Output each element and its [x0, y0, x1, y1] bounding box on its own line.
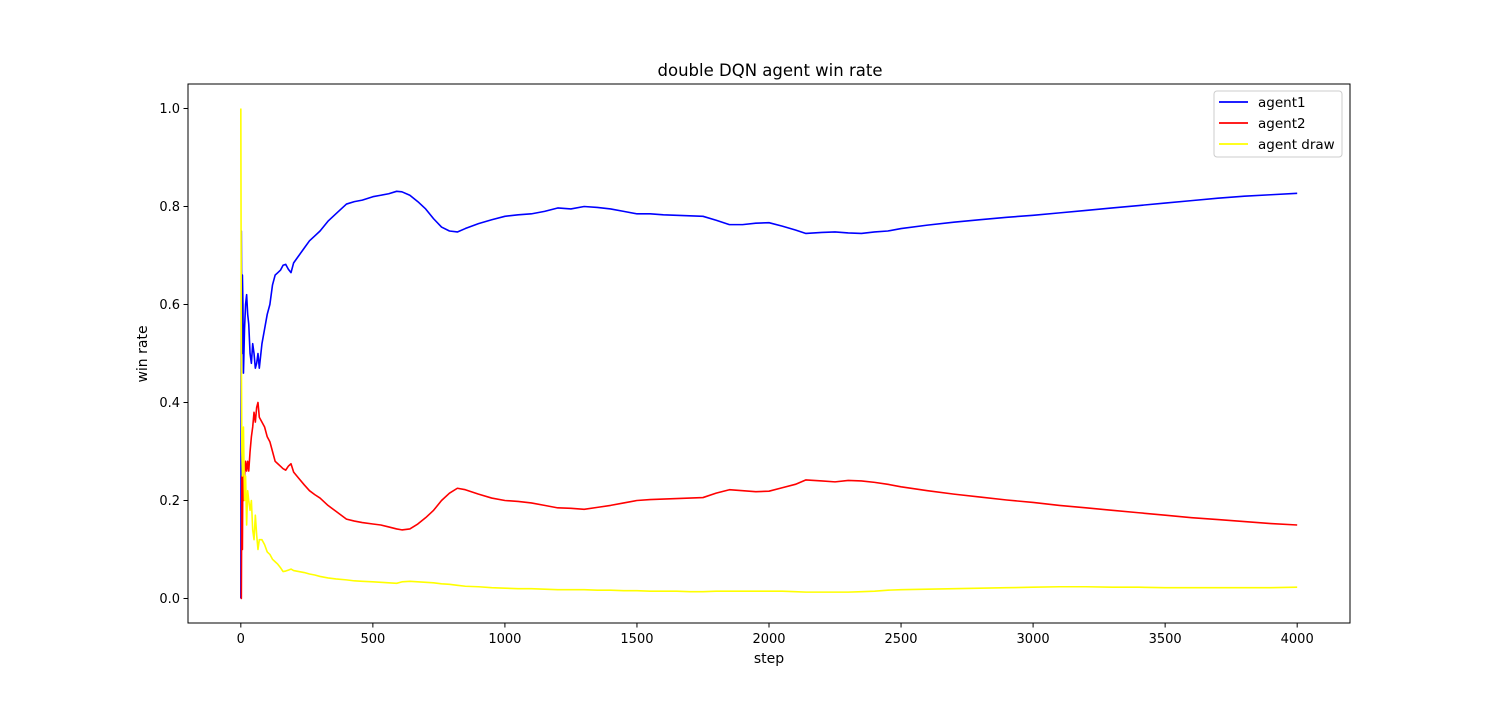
- x-tick-label: 1000: [488, 632, 521, 647]
- y-tick-label: 0.8: [159, 200, 180, 215]
- y-tick-label: 0.4: [159, 396, 180, 411]
- legend-label-agent1: agent1: [1258, 95, 1306, 111]
- x-tick-label: 2000: [752, 632, 785, 647]
- series-line-agent1: [240, 190, 1298, 599]
- plot-series-group: [240, 108, 1298, 600]
- x-tick-label: 3000: [1017, 632, 1050, 647]
- legend-label-agent2: agent2: [1258, 116, 1306, 132]
- y-axis: 0.0 0.2 0.4 0.6 0.8 1.0: [159, 102, 188, 607]
- legend-box: [1213, 90, 1343, 158]
- y-tick-label: 0.6: [159, 298, 180, 313]
- x-tick-label: 0: [237, 632, 245, 647]
- x-tick-label: 500: [360, 632, 385, 647]
- y-tick-label: 0.2: [159, 494, 180, 509]
- x-tick-label: 4000: [1281, 632, 1314, 647]
- x-tick-label: 3500: [1149, 632, 1182, 647]
- y-tick-label: 0.0: [159, 592, 180, 607]
- legend-label-agent-draw: agent draw: [1258, 137, 1335, 153]
- x-tick-label: 2500: [884, 632, 917, 647]
- x-axis: 0 500 1000 1500 2000 2500 3000 3500 4000: [237, 623, 1314, 647]
- y-axis-label: win rate: [135, 325, 151, 382]
- series-line-agent-draw: [240, 108, 1298, 593]
- chart-title: double DQN agent win rate: [658, 61, 883, 80]
- legend: agent1 agent2 agent draw: [1213, 90, 1343, 158]
- series-line-agent2: [240, 401, 1298, 600]
- y-tick-label: 1.0: [159, 102, 180, 117]
- x-axis-label: step: [754, 651, 784, 667]
- x-tick-label: 1500: [620, 632, 653, 647]
